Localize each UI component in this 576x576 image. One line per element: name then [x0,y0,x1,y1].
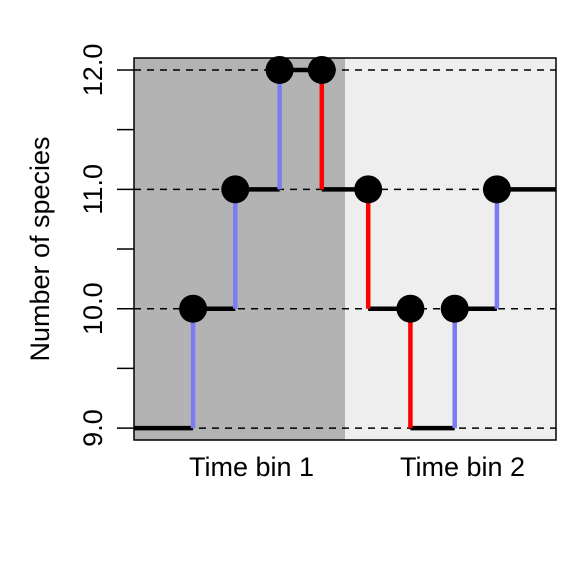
time-bin-2-label: Time bin 2 [400,452,525,482]
y-axis: 9.0 10.0 11.0 12.0 [78,44,134,447]
event-point [354,175,383,204]
y-tick-label: 12.0 [78,44,108,97]
y-tick-label: 11.0 [78,164,108,215]
event-point [307,55,336,84]
time-bin-1-label: Time bin 1 [189,452,314,482]
event-lines [190,69,500,429]
time-bin-1-background [134,58,345,440]
y-tick-label: 10.0 [78,282,108,335]
bin-labels: Time bin 1 Time bin 2 [189,452,525,482]
time-bin-backgrounds [134,58,556,440]
event-point [482,175,511,204]
event-point [265,55,294,84]
event-point [221,175,250,204]
event-points [179,55,511,323]
time-bin-2-background [345,58,556,440]
event-point [396,294,425,323]
event-point [179,294,208,323]
plot-frame [133,57,557,441]
y-axis-label: Number of species [25,136,55,361]
event-point [440,294,469,323]
y-tick-label: 9.0 [78,409,108,447]
